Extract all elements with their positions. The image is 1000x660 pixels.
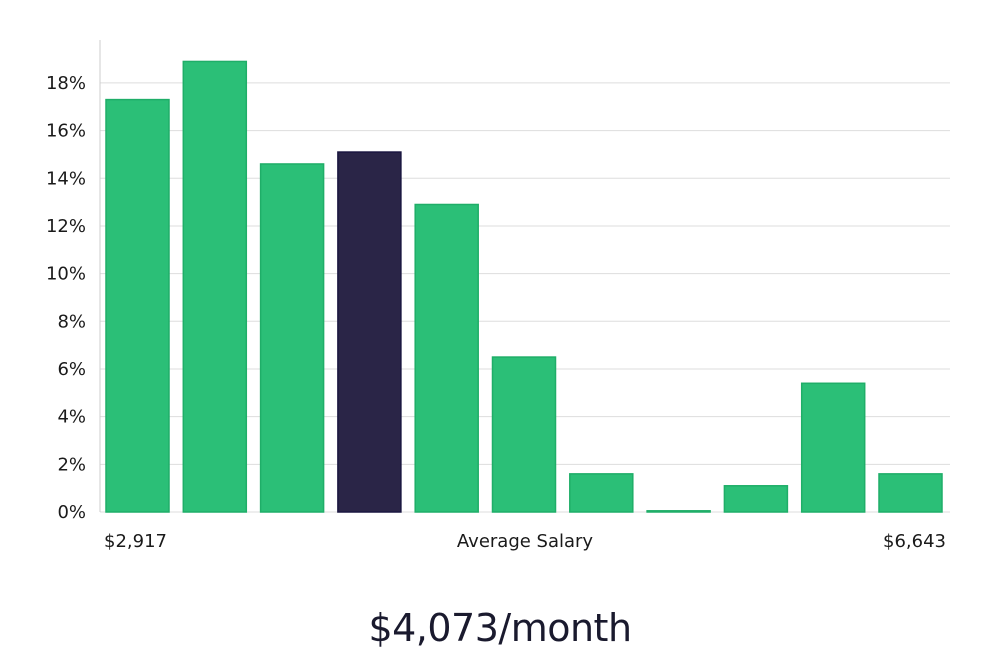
histogram-bar — [105, 98, 170, 513]
y-tick-label: 8% — [57, 311, 86, 332]
y-tick-label: 14% — [46, 168, 86, 189]
histogram-bar — [800, 382, 866, 513]
y-tick-label: 12% — [46, 216, 86, 237]
x-max-label: $6,643 — [883, 531, 946, 552]
y-tick-label: 16% — [46, 121, 86, 142]
average-salary-headline: $4,073/month — [368, 606, 632, 650]
histogram-bar — [414, 203, 479, 513]
bars — [105, 60, 943, 513]
y-axis-ticks: 0% 2% 4% 6% 8% 10% 12% 14% 16% 18% — [46, 73, 86, 523]
histogram-bar — [569, 473, 634, 513]
y-tick-label: 0% — [57, 502, 86, 523]
histogram-bar — [878, 473, 943, 513]
y-tick-label: 2% — [57, 454, 86, 475]
histogram-bar — [723, 485, 789, 513]
histogram-bar-highlighted — [337, 151, 402, 513]
y-tick-label: 10% — [46, 264, 86, 285]
histogram-bar — [259, 163, 325, 513]
salary-histogram: 0% 2% 4% 6% 8% 10% 12% 14% 16% 18% $2,917 Average… — [46, 40, 950, 552]
y-tick-label: 18% — [46, 73, 86, 94]
y-tick-label: 4% — [57, 407, 86, 428]
x-axis-title: Average Salary — [457, 531, 594, 552]
histogram-bar — [182, 60, 248, 513]
histogram-bar — [646, 510, 711, 513]
x-min-label: $2,917 — [104, 531, 167, 552]
histogram-bar — [491, 356, 557, 513]
y-tick-label: 6% — [57, 359, 86, 380]
